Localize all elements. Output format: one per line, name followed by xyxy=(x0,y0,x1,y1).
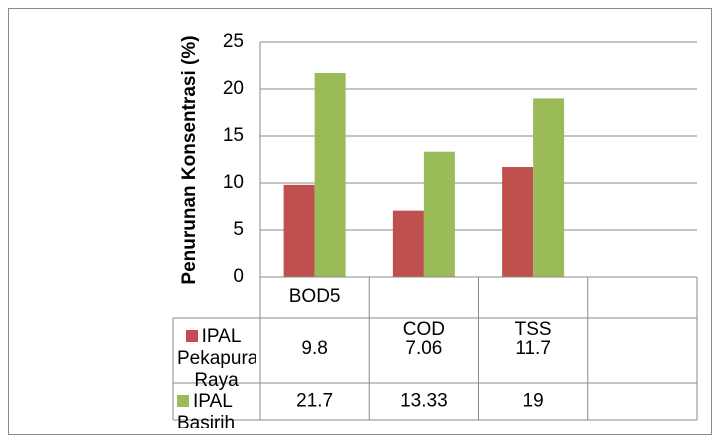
y-axis-title: Penurunan Konsentrasi (%) xyxy=(179,35,200,284)
x-tick-label: BOD5 xyxy=(289,286,341,307)
bar xyxy=(423,151,455,277)
x-tick-label: COD xyxy=(403,319,445,340)
data-table-value: 19 xyxy=(523,391,544,412)
y-tick-label: 5 xyxy=(233,219,244,240)
legend-text: IPAL Basirih xyxy=(177,390,236,428)
legend-label: IPAL Pekapuran Raya xyxy=(177,326,256,391)
legend-entry: IPAL Pekapuran Raya xyxy=(177,326,256,391)
y-tick-label: 15 xyxy=(223,125,244,146)
y-tick-label: 0 xyxy=(233,266,244,287)
x-tick-label: TSS xyxy=(515,319,552,340)
data-table-value: 7.06 xyxy=(405,338,442,359)
data-table-value: 13.33 xyxy=(400,391,448,412)
legend-swatch xyxy=(185,330,198,342)
bar xyxy=(533,98,565,278)
legend-entry: IPAL Basirih xyxy=(177,391,256,428)
chart-border xyxy=(8,8,712,435)
data-table-value: 21.7 xyxy=(296,391,333,412)
data-table-value: 9.8 xyxy=(301,338,327,359)
bar xyxy=(283,184,315,277)
y-tick-label: 10 xyxy=(223,172,244,193)
bar xyxy=(392,210,424,277)
data-table-value: 11.7 xyxy=(515,338,551,359)
bar xyxy=(502,167,534,277)
y-tick-label: 20 xyxy=(223,78,244,99)
bar xyxy=(314,73,346,278)
legend-label: IPAL Basirih xyxy=(177,391,256,428)
legend-text: IPAL Pekapuran Raya xyxy=(177,326,256,391)
y-tick-label: 25 xyxy=(223,31,244,52)
legend-swatch xyxy=(177,394,189,407)
